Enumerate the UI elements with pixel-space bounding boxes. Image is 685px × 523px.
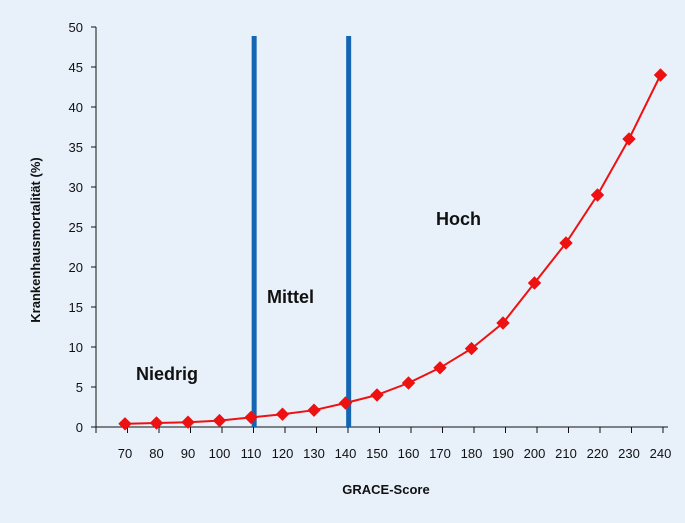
data-point [275,407,290,421]
region-label-mittel: Mittel [267,287,314,307]
y-tick-label: 30 [69,180,83,195]
data-point [622,132,636,146]
x-tick-label: 150 [366,446,388,461]
x-tick-label: 160 [398,446,420,461]
data-point [527,276,542,290]
data-point [464,341,479,356]
region-label-hoch: Hoch [436,209,481,229]
x-tick-label: 230 [618,446,640,461]
x-tick-label: 200 [524,446,546,461]
x-tick-label: 180 [461,446,483,461]
y-axis-title: Krankenhausmortalität (%) [28,157,43,322]
x-axis: 70 80 90 100 110 120 130 140 150 160 170 180 190 200 2… [95,426,672,461]
series-line [124,74,662,425]
x-tick-label: 130 [303,446,325,461]
data-point [496,316,510,330]
data-point [338,396,353,410]
y-tick-label: 5 [76,380,83,395]
data-point [401,376,416,390]
data-point [149,416,164,430]
x-tick-label: 100 [209,446,231,461]
x-tick-label: 140 [335,446,357,461]
y-tick-label: 40 [69,100,83,115]
data-point [653,68,668,82]
x-tick-label: 110 [241,446,262,461]
x-tick-label: 70 [118,446,132,461]
y-tick-label: 10 [69,340,83,355]
y-tick-label: 0 [76,420,83,435]
y-tick-label: 25 [69,220,83,235]
data-point [244,410,258,425]
x-tick-label: 120 [272,446,294,461]
x-tick-label: 90 [181,446,195,461]
data-point [559,236,573,250]
x-axis-title: GRACE-Score [342,482,429,497]
data-point [370,388,384,402]
x-tick-label: 210 [555,446,577,461]
data-point [433,361,447,375]
y-tick-label: 20 [69,260,83,275]
data-point [590,188,605,202]
data-point [181,415,195,429]
x-tick-label: 170 [429,446,451,461]
x-tick-label: 220 [587,446,609,461]
x-tick-label: 80 [149,446,163,461]
y-tick-label: 35 [69,140,83,155]
x-tick-label: 190 [492,446,514,461]
y-tick-label: 50 [69,20,83,35]
y-tick-label: 15 [69,300,83,315]
y-tick-label: 45 [69,60,83,75]
data-point [307,403,321,417]
data-point [212,413,227,428]
y-axis: 0 5 10 15 20 25 30 35 40 45 50 [69,20,97,435]
region-label-niedrig: Niedrig [136,364,198,384]
x-tick-label: 240 [650,446,672,461]
data-point [118,417,132,431]
